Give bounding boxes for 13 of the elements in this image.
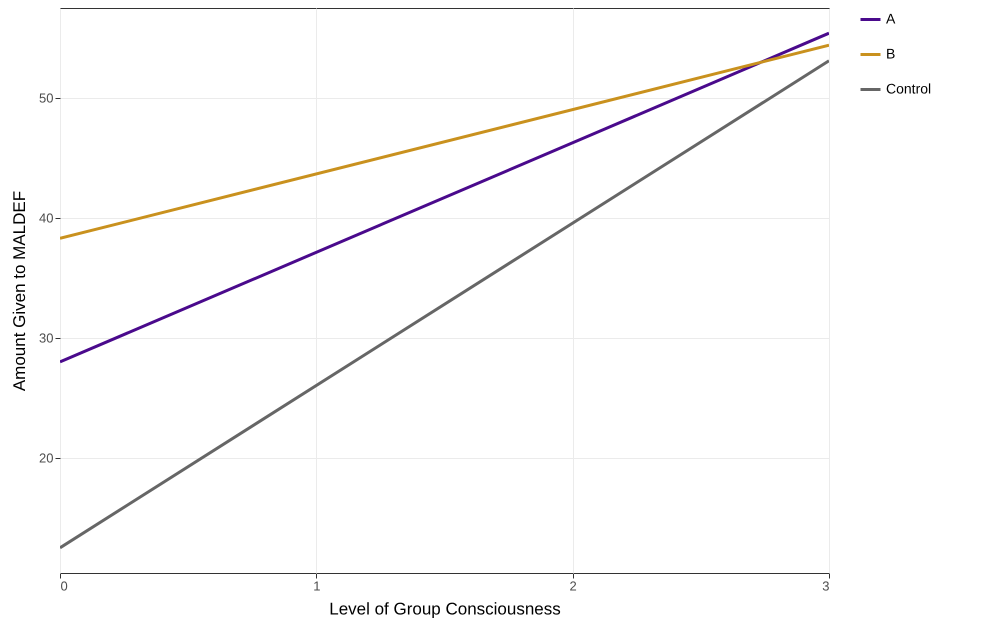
x-tick-label: 0 (60, 578, 68, 594)
y-axis-title: Amount Given to MALDEF (10, 190, 30, 392)
x-tick-label: 3 (822, 578, 830, 594)
y-tick-label: 40 (39, 210, 54, 226)
x-tick-label: 2 (570, 578, 577, 594)
legend-label: Control (886, 80, 932, 96)
y-tick-label: 50 (39, 90, 54, 106)
legend-label: B (886, 46, 896, 62)
x-tick-label: 1 (313, 578, 320, 594)
x-axis-title: Level of Group Consciousness (329, 600, 561, 618)
y-tick-label: 20 (39, 450, 54, 466)
legend-label: A (886, 10, 896, 26)
y-tick-label: 30 (39, 330, 54, 346)
